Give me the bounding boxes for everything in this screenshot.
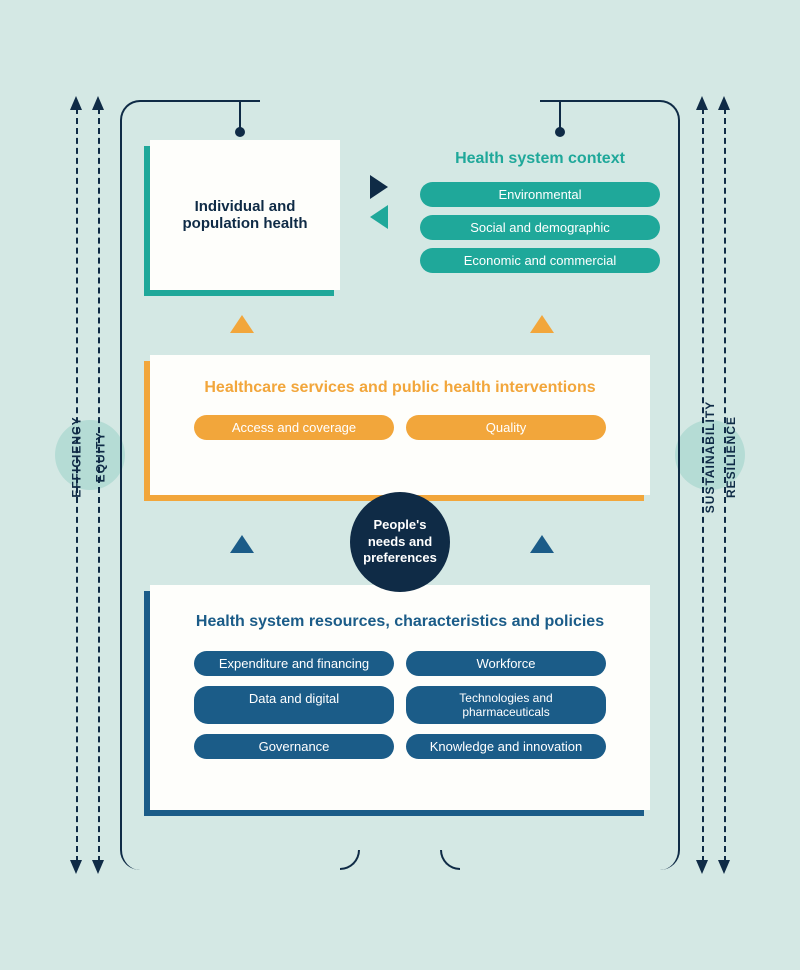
efficiency-arrow-up — [70, 96, 82, 110]
resources-pill-governance: Governance — [194, 734, 394, 759]
services-pill-quality: Quality — [406, 415, 606, 440]
hang-line-left — [239, 100, 241, 130]
frame-bottom-gap — [360, 866, 440, 874]
resilience-arrow-up — [718, 96, 730, 110]
context-pill-environmental: Environmental — [420, 182, 660, 207]
resources-pill-expenditure: Expenditure and financing — [194, 651, 394, 676]
healthcare-services-title: Healthcare services and public health in… — [180, 379, 620, 397]
health-resources-title: Health system resources, characteristics… — [180, 613, 620, 631]
resources-pill-tech: Technologies and pharmaceuticals — [406, 686, 606, 724]
context-pill-social: Social and demographic — [420, 215, 660, 240]
health-system-context-title: Health system context — [420, 150, 660, 168]
arrow-up-orange-right — [530, 315, 554, 333]
individual-health-title: Individual and population health — [170, 198, 320, 232]
individual-health-box: Individual and population health — [150, 140, 340, 290]
resources-pill-workforce: Workforce — [406, 651, 606, 676]
arrow-right-icon — [370, 175, 388, 199]
equity-arrow-down — [92, 860, 104, 874]
hang-dot-left — [235, 127, 245, 137]
resources-pill-knowledge: Knowledge and innovation — [406, 734, 606, 759]
sustainability-arrow-up — [696, 96, 708, 110]
sustainability-arrow-down — [696, 860, 708, 874]
arrow-up-orange-left — [230, 315, 254, 333]
equity-label: EQUITY — [93, 432, 107, 483]
hang-dot-right — [555, 127, 565, 137]
efficiency-arrow-down — [70, 860, 82, 874]
equity-line — [98, 108, 100, 862]
resources-pill-data: Data and digital — [194, 686, 394, 724]
arrow-up-blue-right — [530, 535, 554, 553]
services-pill-access: Access and coverage — [194, 415, 394, 440]
arrow-left-icon — [370, 205, 388, 229]
arrow-up-blue-left — [230, 535, 254, 553]
efficiency-label: EFFICIENCY — [70, 416, 84, 497]
people-needs-label: People's needs and preferences — [360, 517, 440, 568]
resilience-arrow-down — [718, 860, 730, 874]
hang-line-right — [559, 100, 561, 130]
sustainability-label: SUSTAINABILITY — [703, 401, 717, 513]
left-accent-circle — [55, 420, 125, 490]
frame-top-gap — [260, 96, 540, 104]
context-pill-economic: Economic and commercial — [420, 248, 660, 273]
equity-arrow-up — [92, 96, 104, 110]
healthcare-services-box: Healthcare services and public health in… — [150, 355, 650, 495]
people-needs-circle: People's needs and preferences — [350, 492, 450, 592]
health-resources-box: Health system resources, characteristics… — [150, 585, 650, 810]
resilience-label: RESILIENCE — [724, 416, 738, 498]
health-system-context-group: Health system context Environmental Soci… — [420, 150, 660, 273]
